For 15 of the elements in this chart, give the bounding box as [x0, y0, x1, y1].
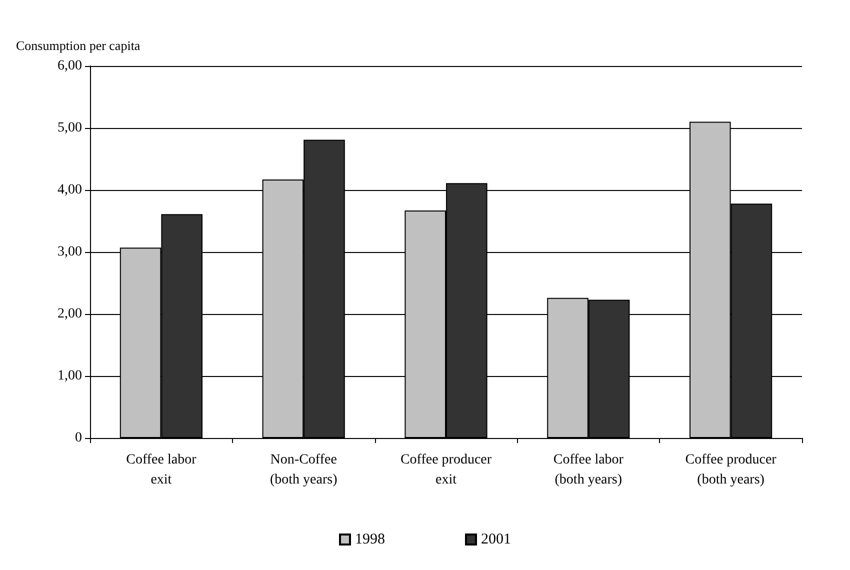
x-tick-label: Coffee producer (both years) — [685, 452, 777, 488]
y-tick-label: 1,00 — [58, 368, 82, 384]
x-tick-label: Coffee labor (both years) — [553, 452, 624, 488]
x-tick-label: Coffee producer exit — [400, 452, 492, 488]
legend-label: 1998 — [355, 532, 385, 548]
y-tick-label: 2,00 — [58, 306, 82, 322]
y-tick-label: 6,00 — [58, 58, 82, 74]
y-tick-label: 4,00 — [58, 182, 82, 198]
y-tick-label: 0 — [75, 430, 82, 446]
legend-label: 2001 — [481, 532, 511, 548]
y-axis-title: Consumption per capita — [16, 38, 140, 53]
y-tick-label: 3,00 — [58, 244, 82, 260]
x-tick-label: Coffee labor exit — [126, 452, 197, 488]
y-tick-label: 5,00 — [58, 120, 82, 136]
x-tick-label: Non-Coffee (both years) — [270, 452, 338, 488]
